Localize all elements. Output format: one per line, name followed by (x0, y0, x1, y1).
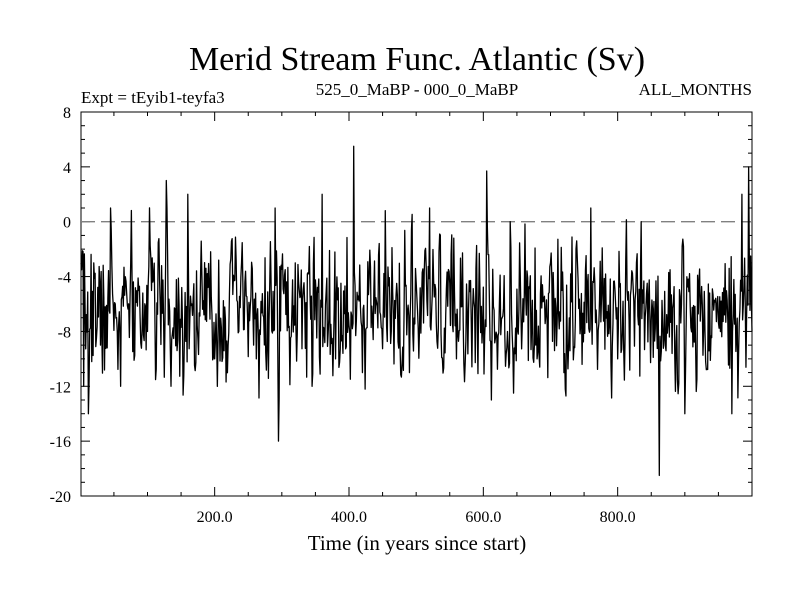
y-tick-label: -8 (58, 324, 71, 341)
months-label: ALL_MONTHS (639, 80, 752, 99)
x-tick-label: 200.0 (197, 509, 233, 526)
x-tick-label: 600.0 (465, 509, 501, 526)
period-label: 525_0_MaBP - 000_0_MaBP (316, 80, 518, 99)
y-tick-label: -12 (50, 379, 71, 396)
y-tick-label: -20 (50, 489, 71, 506)
y-tick-label: 0 (63, 215, 71, 232)
x-axis-label: Time (in years since start) (308, 531, 527, 555)
chart-title: Merid Stream Func. Atlantic (Sv) (189, 41, 645, 78)
y-tick-label: 8 (63, 105, 71, 122)
series-line (80, 145, 753, 477)
y-tick-label: 4 (63, 160, 71, 177)
experiment-label: Expt = tEyib1-teyfa3 (81, 88, 225, 107)
x-tick-label: 800.0 (600, 509, 636, 526)
y-tick-label: -4 (58, 270, 71, 287)
x-axis: 200.0 400.0 600.0 800.0 (113, 112, 719, 526)
y-tick-label: -16 (50, 434, 71, 451)
x-tick-label: 400.0 (331, 509, 367, 526)
